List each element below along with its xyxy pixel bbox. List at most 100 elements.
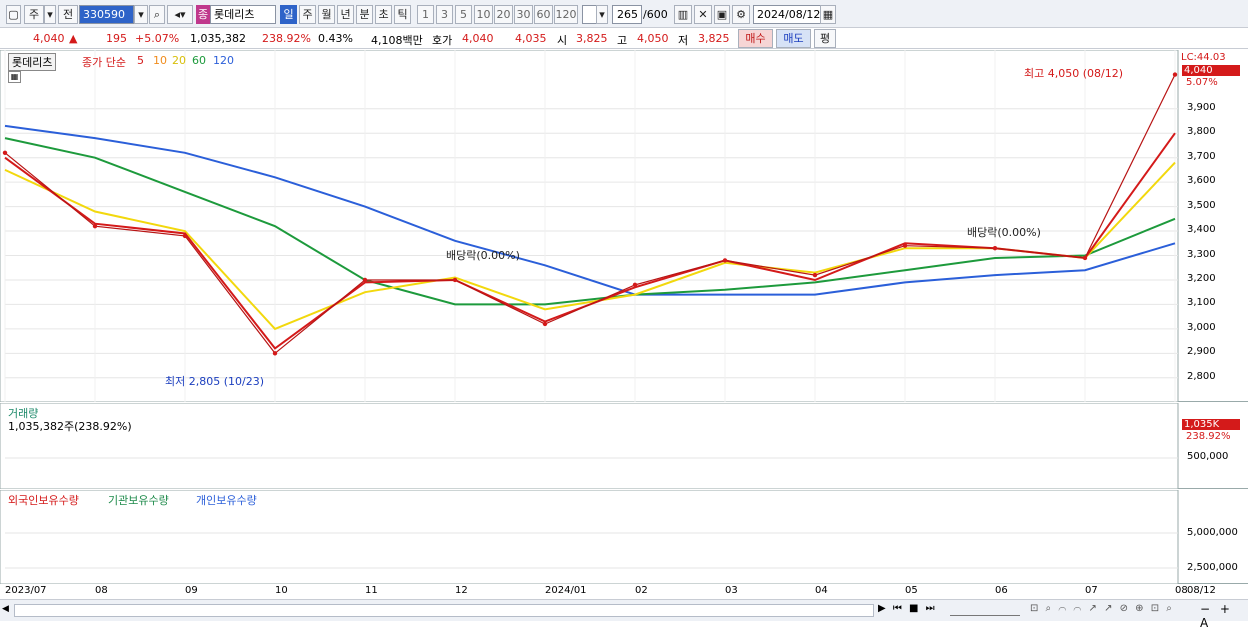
close-point [452,277,458,283]
interval-5[interactable]: 5 [455,5,472,24]
buy-button[interactable]: 매수 [738,29,773,48]
price-y-tick: 2,900 [1187,346,1216,358]
high-label: 고 [617,34,628,47]
turnover-rate: 0.43% [318,32,353,45]
indiv-legend: 개인보유수량 [196,494,257,507]
period-second[interactable]: 초 [375,5,392,24]
volume-title: 거래량 [8,407,39,420]
x-axis-tick: 08 [95,585,108,596]
crosshair-icon[interactable]: ✕ [694,5,712,24]
interval-20[interactable]: 20 [494,5,513,24]
playback-controls[interactable]: ▶ ⏮ ■ ⏭ [878,603,937,614]
price-pane[interactable]: 롯데리츠 종가 단순 5 10 20 60 120 ▦ LC:44.03 4,0… [0,50,1248,402]
close-point [92,223,98,229]
high-price: 4,050 [637,32,669,45]
x-axis-tick: 05 [905,585,918,596]
x-axis-tick: 03 [725,585,738,596]
table-icon[interactable]: ▦ [8,71,21,83]
price-y-tick: 3,000 [1187,321,1216,333]
calendar-icon[interactable]: ▦ [820,5,836,24]
close-point [1172,72,1178,77]
price-y-tick: 3,800 [1187,126,1216,138]
series-line-종가 [4,74,1176,355]
x-axis-tick: 02 [635,585,648,596]
interval-3[interactable]: 3 [436,5,453,24]
x-axis-tick: 2023/07 [5,585,47,596]
compare-button[interactable]: 전 [58,5,78,24]
interval-1[interactable]: 1 [417,5,434,24]
bottom-scroll-bar: ◀ ▶ ⏮ ■ ⏭ ⊡ ⌕ ⌒ ⌒ ↗ ↗ ⊘ ⊕ ⊡ ⌕ − + A [0,599,1248,630]
open-price: 3,825 [576,32,608,45]
ma-legend-title: 종가 단순 [82,56,126,69]
lc-label: LC:44.03 [1181,52,1226,63]
interval-60[interactable]: 60 [534,5,553,24]
close-point [362,277,368,283]
period-day[interactable]: 일 [280,5,297,24]
trade-amount: 4,108백만 [371,34,423,47]
period-type-select[interactable]: 주 [24,5,44,24]
ma10-legend: 10 [153,54,167,67]
volume-tag: 1,035K [1182,419,1240,430]
interval-10[interactable]: 10 [474,5,493,24]
count-input[interactable]: 265 [612,5,642,24]
price-y-tick: 3,300 [1187,248,1216,260]
date-input[interactable]: 2024/08/12 [753,5,821,24]
zoom-slider[interactable] [950,604,1020,616]
chevron-down-icon[interactable]: ▾ [134,5,148,24]
x-axis: 2023/07 08 09 10 11 12 2024/01 02 03 04 05 06 07 08 08… [0,585,1248,599]
x-axis-tick: 11 [365,585,378,596]
sell-button[interactable]: 매도 [776,29,811,48]
inst-legend: 기관보유수량 [108,494,169,507]
drawing-tools[interactable]: ⊡ ⌕ ⌒ ⌒ ↗ ↗ ⊘ ⊕ ⊡ ⌕ [1030,603,1174,614]
price-y-tick: 3,900 [1187,101,1216,113]
close-point [182,233,188,239]
up-arrow-icon: ▲ [69,32,78,45]
period-tick[interactable]: 틱 [394,5,411,24]
scroll-left-icon[interactable]: ◀ [2,604,9,614]
stock-name-field[interactable]: 롯데리츠 [210,5,276,24]
gear-icon[interactable]: ⚙ [732,5,750,24]
price-change: 195 [106,32,127,45]
close-point [722,258,728,263]
x-axis-tick: 04 [815,585,828,596]
search-icon[interactable]: ⌕ [149,5,165,24]
price-chart-canvas[interactable] [0,50,1248,402]
chevron-down-icon[interactable]: ▾ [596,5,608,24]
volume-readout: 1,035,382주(238.92%) [8,420,132,433]
zoom-controls[interactable]: − + A [1200,602,1233,630]
sound-icon[interactable]: ◂▾ [167,5,193,24]
eval-button[interactable]: 평 [814,29,836,48]
close-point [902,243,908,248]
x-axis-tick: 12 [455,585,468,596]
period-minute[interactable]: 분 [356,5,373,24]
window-icon[interactable]: ▢ [6,5,21,24]
close-point [992,245,998,251]
price-y-tick: 3,600 [1187,175,1216,187]
ma5-legend: 5 [137,54,144,67]
holdings-chart-canvas[interactable] [0,490,1248,584]
period-year[interactable]: 년 [337,5,354,24]
candle-icon[interactable]: ▥ [674,5,692,24]
holdings-pane[interactable]: 외국인보유수량 기관보유수량 개인보유수량 5,000,000 2,500,00… [0,490,1248,584]
horizontal-scrollbar[interactable] [14,604,874,617]
save-icon[interactable]: ▣ [714,5,730,24]
period-week[interactable]: 주 [299,5,316,24]
volume-chart-canvas[interactable] [0,403,1248,489]
ma120-legend: 120 [213,54,234,67]
low-label: 저 [678,34,689,47]
count-total: /600 [643,8,668,21]
ask-price: 4,040 [462,32,494,45]
volume-pane[interactable]: 거래량 1,035,382주(238.92%) 1,035K 238.92% 5… [0,403,1248,489]
last-pct-tag: 5.07% [1186,77,1218,88]
period-month[interactable]: 월 [318,5,335,24]
hoga-label: 호가 [432,34,453,47]
interval-30[interactable]: 30 [514,5,533,24]
interval-120[interactable]: 120 [554,5,578,24]
change-percent: +5.07% [135,32,180,45]
price-y-tick: 3,200 [1187,272,1216,284]
close-point [632,282,638,288]
toolbar: ▢ 주 ▾ 전 330590 ▾ ⌕ ◂▾ 종 롯데리츠 일 주 월 년 분 초… [0,0,1248,28]
stock-code-input[interactable]: 330590 [79,5,134,24]
chevron-down-icon[interactable]: ▾ [44,5,56,24]
volume-y-tick: 500,000 [1187,451,1229,462]
